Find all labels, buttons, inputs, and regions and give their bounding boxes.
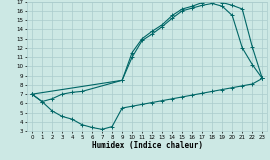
- X-axis label: Humidex (Indice chaleur): Humidex (Indice chaleur): [92, 141, 203, 150]
